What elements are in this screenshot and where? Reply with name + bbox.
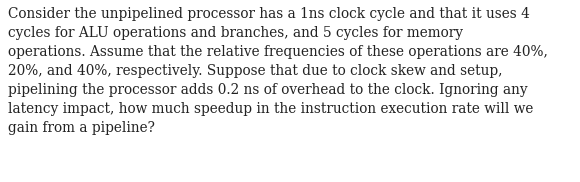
Text: Consider the unpipelined processor has a 1ns clock cycle and that it uses 4
cycl: Consider the unpipelined processor has a… (8, 7, 548, 135)
